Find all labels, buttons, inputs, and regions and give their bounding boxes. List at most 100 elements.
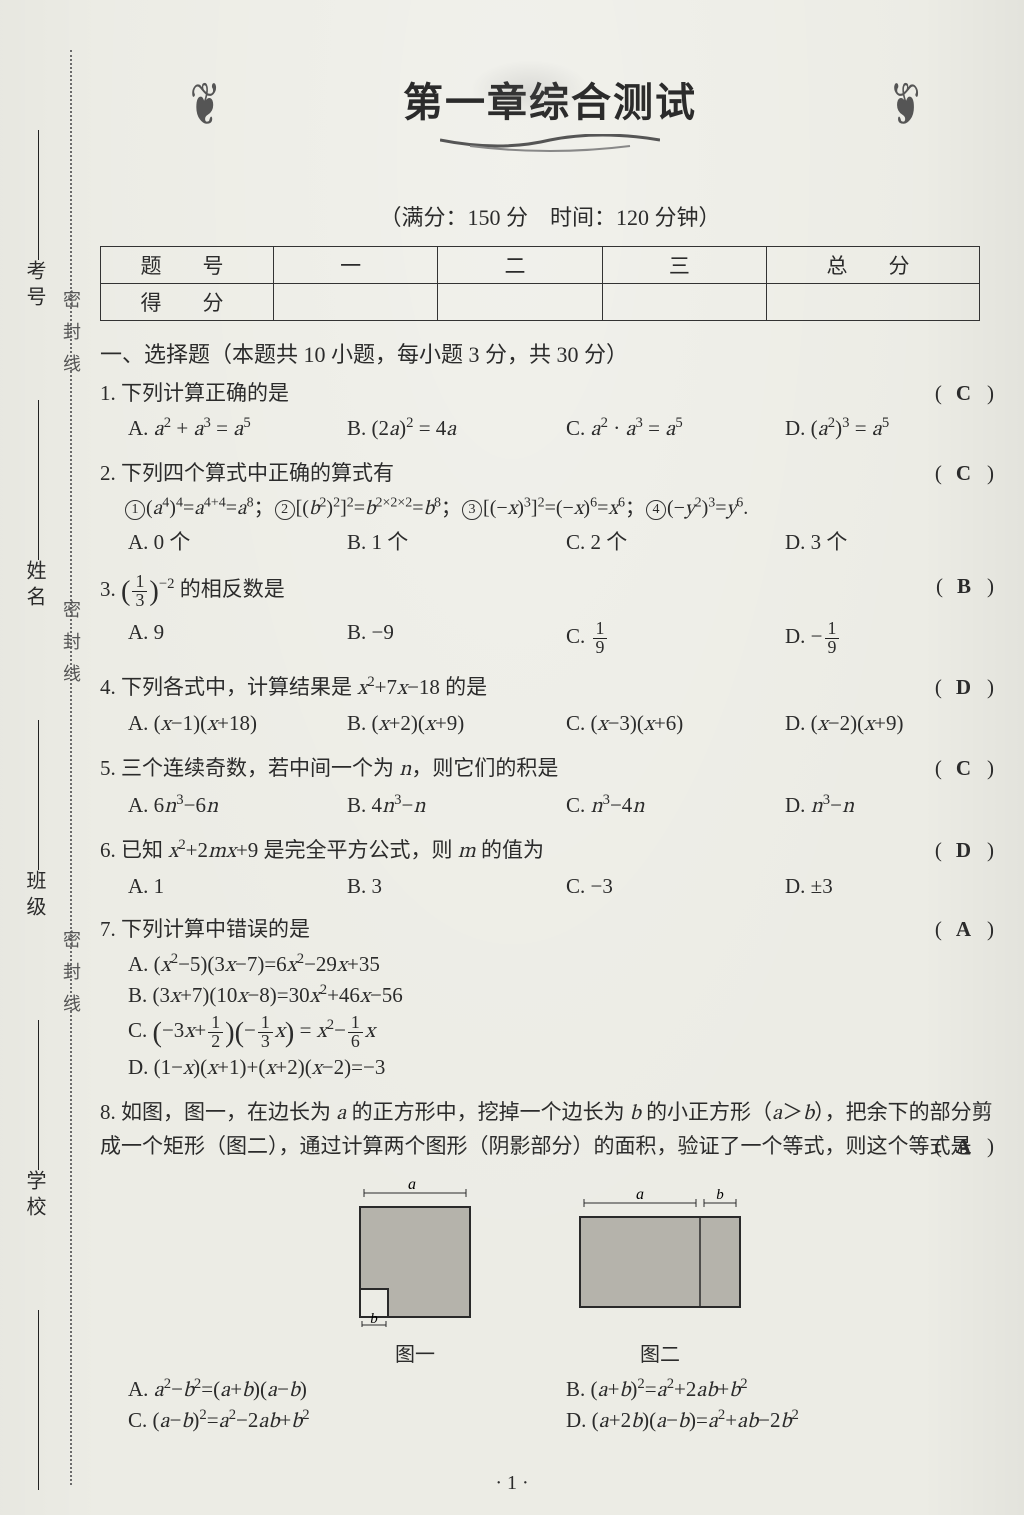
option: B. 1 个 xyxy=(343,524,562,558)
option: B. (2a)2 = 4a xyxy=(343,414,562,445)
question-stem: 8. 如图，图一，在边长为 a 的正方形中，挖掉一个边长为 b 的小正方形（a＞… xyxy=(100,1096,1000,1163)
figures: a b 图一 a xyxy=(100,1177,1000,1367)
figure-2-svg: a b xyxy=(560,1177,760,1327)
answer-slot: (C) xyxy=(929,377,1000,410)
answer-slot: (C) xyxy=(929,752,1000,785)
table-row: 题 号 一 二 三 总 分 xyxy=(101,247,980,284)
score-col-header: 三 xyxy=(602,247,766,284)
page: 考号姓名班级学校 密封线密封线密封线 ❦ ❦ 第一章综合测试 （满分：150 分… xyxy=(0,0,1024,1515)
table-row: 得 分 xyxy=(101,284,980,321)
option: A. 6n3−6n xyxy=(124,791,343,822)
seal-line-label: 密封线 xyxy=(58,600,84,696)
question-options: A. (x−1)(x+18)B. (x+2)(x+9)C. (x−3)(x+6)… xyxy=(100,707,1000,746)
figure-1: a b 图一 xyxy=(340,1177,490,1367)
binding-margin: 考号姓名班级学校 密封线密封线密封线 xyxy=(0,0,95,1515)
question-options: A. 6n3−6nB. 4n3−nC. n3−4nD. n3−n xyxy=(100,789,1000,828)
margin-write-line xyxy=(38,1310,39,1490)
question-4: 4. 下列各式中，计算结果是 x2+7x−18 的是 (D) xyxy=(100,671,1000,706)
answer-slot: (D) xyxy=(929,671,1000,704)
option: C. 2 个 xyxy=(562,524,781,558)
title-underline-icon xyxy=(440,134,660,154)
answer-slot: (A) xyxy=(929,913,1000,946)
answer-letter: C xyxy=(948,756,981,780)
globe-watermark-icon xyxy=(470,60,590,120)
question-1: 1. 下列计算正确的是 (C) xyxy=(100,377,1000,410)
question-stem: 6. 已知 x2+2mx+9 是完全平方公式，则 m 的值为 xyxy=(100,834,1000,869)
option: A. 0 个 xyxy=(124,524,343,558)
label-b: b xyxy=(370,1311,378,1327)
exam-meta: （满分：150 分 时间：120 分钟） xyxy=(100,200,1000,232)
answer-slot: (A) xyxy=(929,1130,1000,1163)
question-5: 5. 三个连续奇数，若中间一个为 n，则它们的积是 (C) xyxy=(100,752,1000,787)
option: C. 19 xyxy=(562,618,781,659)
answer-letter: A xyxy=(948,917,981,941)
option: D. −19 xyxy=(781,618,1000,659)
score-col-header: 总 分 xyxy=(767,247,980,284)
question-stem: 5. 三个连续奇数，若中间一个为 n，则它们的积是 xyxy=(100,752,1000,787)
option: A. (x2−5)(3x−7)=6x2−29x+35 xyxy=(124,950,1000,981)
question-stem: 4. 下列各式中，计算结果是 x2+7x−18 的是 xyxy=(100,671,1000,706)
question-detail: 1(a4)4=a4+4=a8；2[(b2)2]2=b2×2×2=b8；3[(−x… xyxy=(100,491,1000,522)
option: B. 4n3−n xyxy=(343,791,562,822)
score-cell xyxy=(602,284,766,321)
figure-1-caption: 图一 xyxy=(340,1338,490,1367)
question-2: 2. 下列四个算式中正确的算式有 (C) xyxy=(100,457,1000,490)
ornament-left-icon: ❦ xyxy=(190,70,220,140)
option: D. (a+2b)(a−b)=a2+ab−2b2 xyxy=(562,1406,1000,1437)
figure-2: a b 图二 xyxy=(560,1177,760,1367)
answer-letter: B xyxy=(949,574,981,598)
question-options: A. 1B. 3C. −3D. ±3 xyxy=(100,870,1000,907)
score-cell xyxy=(767,284,980,321)
content-area: ❦ ❦ 第一章综合测试 （满分：150 分 时间：120 分钟） 题 号 一 二… xyxy=(100,50,1000,1443)
answer-letter: A xyxy=(948,1134,981,1158)
option: D. 3 个 xyxy=(781,524,1000,558)
option: D. n3−n xyxy=(781,791,1000,822)
option: D. (1−x)(x+1)+(x+2)(x−2)=−3 xyxy=(124,1053,1000,1084)
margin-write-line xyxy=(38,720,39,870)
answer-letter: C xyxy=(948,461,981,485)
option: B. 3 xyxy=(343,872,562,901)
question-options: A. a2−b2=(a+b)(a−b)B. (a+b)2=a2+2ab+b2C.… xyxy=(100,1373,1000,1443)
question-3: 3. (13)−2 的相反数是 (B) xyxy=(100,570,1000,614)
question-stem: 1. 下列计算正确的是 xyxy=(100,377,1000,410)
answer-letter: C xyxy=(948,381,981,405)
option: C. a2 · a3 = a5 xyxy=(562,414,781,445)
question-options: A. (x2−5)(3x−7)=6x2−29x+35B. (3x+7)(10x−… xyxy=(100,948,1000,1090)
option: B. (3x+7)(10x−8)=30x2+46x−56 xyxy=(124,981,1000,1012)
score-col-header: 一 xyxy=(274,247,438,284)
question-options: A. 0 个B. 1 个C. 2 个D. 3 个 xyxy=(100,522,1000,564)
margin-field-label: 考号 xyxy=(20,260,49,312)
answer-letter: D xyxy=(948,675,981,699)
option: B. −9 xyxy=(343,618,562,659)
score-cell xyxy=(274,284,438,321)
label-a: a xyxy=(408,1177,416,1193)
margin-write-line xyxy=(38,130,39,260)
question-8: 8. 如图，图一，在边长为 a 的正方形中，挖掉一个边长为 b 的小正方形（a＞… xyxy=(100,1096,1000,1163)
option: B. (a+b)2=a2+2ab+b2 xyxy=(562,1375,1000,1406)
seal-line-label: 密封线 xyxy=(58,290,84,386)
option: C. −3 xyxy=(562,872,781,901)
option: D. (a2)3 = a5 xyxy=(781,414,1000,445)
option: A. a2 + a3 = a5 xyxy=(124,414,343,445)
margin-write-line xyxy=(38,400,39,560)
question-7: 7. 下列计算中错误的是 (A) xyxy=(100,913,1000,946)
question-stem: 2. 下列四个算式中正确的算式有 xyxy=(100,457,1000,490)
option: A. 9 xyxy=(124,618,343,659)
score-cell xyxy=(438,284,602,321)
question-stem: 7. 下列计算中错误的是 xyxy=(100,913,1000,946)
score-col-header: 二 xyxy=(438,247,602,284)
margin-field-label: 班级 xyxy=(20,870,49,922)
figure-1-svg: a b xyxy=(340,1177,490,1327)
score-col-header: 题 号 xyxy=(101,247,274,284)
option: D. (x−2)(x+9) xyxy=(781,709,1000,740)
option: B. (x+2)(x+9) xyxy=(343,709,562,740)
answer-slot: (C) xyxy=(929,457,1000,490)
question-options: A. a2 + a3 = a5B. (2a)2 = 4aC. a2 · a3 =… xyxy=(100,412,1000,451)
option: C. (−3x+12)(−13x) = x2−16x xyxy=(124,1012,1000,1053)
label-a: a xyxy=(636,1186,644,1203)
seal-line-label: 密封线 xyxy=(58,930,84,1026)
label-b: b xyxy=(716,1187,724,1203)
question-stem: 3. (13)−2 的相反数是 xyxy=(100,570,1000,614)
answer-slot: (B) xyxy=(930,570,1000,603)
question-6: 6. 已知 x2+2mx+9 是完全平方公式，则 m 的值为 (D) xyxy=(100,834,1000,869)
